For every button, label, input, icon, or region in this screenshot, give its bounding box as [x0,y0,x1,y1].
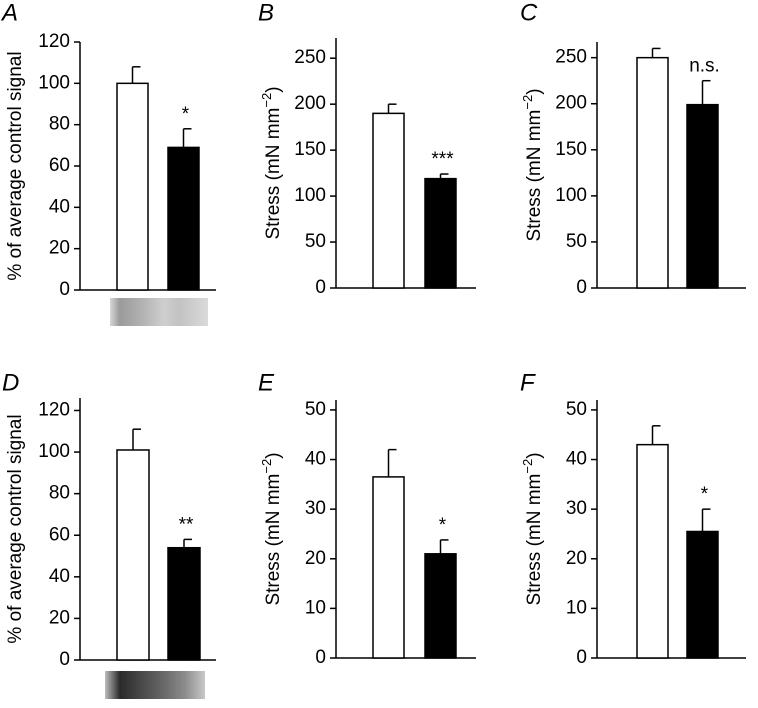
panel-label: F [520,369,536,396]
y-tick-label: 150 [555,139,587,160]
y-tick-label: 50 [305,231,326,252]
y-tick-label: 200 [555,93,587,114]
y-tick-label: 20 [49,238,70,259]
y-tick-label: 150 [294,139,326,160]
y-axis-label-sup: −2 [259,93,274,108]
panel-label: D [2,369,19,396]
y-axis-label: Stress (mN mm−2) [259,452,284,605]
y-tick-label: 100 [555,185,587,206]
y-axis-label-sup: −2 [520,95,535,110]
y-tick-label: 50 [566,231,587,252]
y-axis-label-sup: −2 [259,459,274,474]
y-axis-label-part: Stress (mN mm [263,474,284,606]
y-tick-label: 120 [38,399,70,420]
y-tick-label: 60 [49,524,70,545]
y-axis-label-part: ) [524,88,545,94]
y-tick-label: 10 [566,597,587,618]
bar [636,443,669,659]
y-axis-label-part: Stress (mN mm [524,110,545,242]
y-axis-label: Stress (mN mm−2) [259,86,284,239]
bar [424,553,457,659]
y-tick-label: 80 [49,114,70,135]
western-blot [110,298,208,326]
y-tick-label: 40 [49,196,70,217]
y-tick-label: 80 [49,483,70,504]
y-tick-label: 50 [305,399,326,420]
y-tick-label: 0 [315,277,326,298]
bar [116,449,150,661]
y-tick-label: 100 [294,185,326,206]
significance-annotation: * [701,484,709,505]
panel-label: A [0,0,18,26]
y-axis-label-part: ) [524,452,545,458]
y-axis-label-part: Stress (mN mm [524,474,545,606]
y-tick-label: 30 [305,498,326,519]
bar [372,112,405,289]
y-tick-label: 40 [49,566,70,587]
panel-label: B [258,0,274,26]
y-tick-label: 100 [38,72,70,93]
y-tick-label: 50 [566,399,587,420]
significance-annotation: * [439,515,447,536]
western-blot [105,671,205,699]
significance-annotation: * [182,104,190,125]
y-axis-label: % of average control signal [5,414,26,643]
y-tick-label: 0 [315,647,326,668]
significance-annotation: n.s. [689,56,720,77]
y-tick-label: 20 [305,548,326,569]
y-tick-label: 250 [294,47,326,68]
y-axis-label: % of average control signal [5,51,26,280]
y-tick-label: 0 [59,279,70,300]
y-tick-label: 10 [305,597,326,618]
y-axis-label-part: ) [263,86,284,92]
y-axis-label-part: Stress (mN mm [263,108,284,240]
y-axis-label-part: % of average control signal [5,414,26,643]
y-tick-label: 60 [49,155,70,176]
y-axis-label-part: ) [263,452,284,458]
panel-label: C [520,0,538,26]
y-tick-label: 30 [566,498,587,519]
bar [167,146,200,291]
bar [686,103,719,289]
bar [424,177,457,289]
y-tick-label: 120 [38,31,70,52]
bar [372,476,405,659]
y-tick-label: 200 [294,93,326,114]
y-axis-label-part: % of average control signal [5,51,26,280]
y-tick-label: 250 [555,47,587,68]
y-tick-label: 20 [49,607,70,628]
bar [116,82,149,291]
significance-annotation: *** [431,149,454,170]
y-tick-label: 40 [566,449,587,470]
y-tick-label: 0 [576,277,587,298]
y-tick-label: 0 [59,649,70,670]
y-axis-label-sup: −2 [520,459,535,474]
panel-label: E [258,369,275,396]
y-tick-label: 100 [38,441,70,462]
significance-annotation: ** [179,514,194,535]
bar [636,56,669,289]
y-tick-label: 20 [566,548,587,569]
bar [686,530,719,659]
y-axis-label: Stress (mN mm−2) [520,452,545,605]
y-axis-label: Stress (mN mm−2) [520,88,545,241]
y-tick-label: 0 [576,647,587,668]
bar [167,546,201,661]
y-tick-label: 40 [305,449,326,470]
